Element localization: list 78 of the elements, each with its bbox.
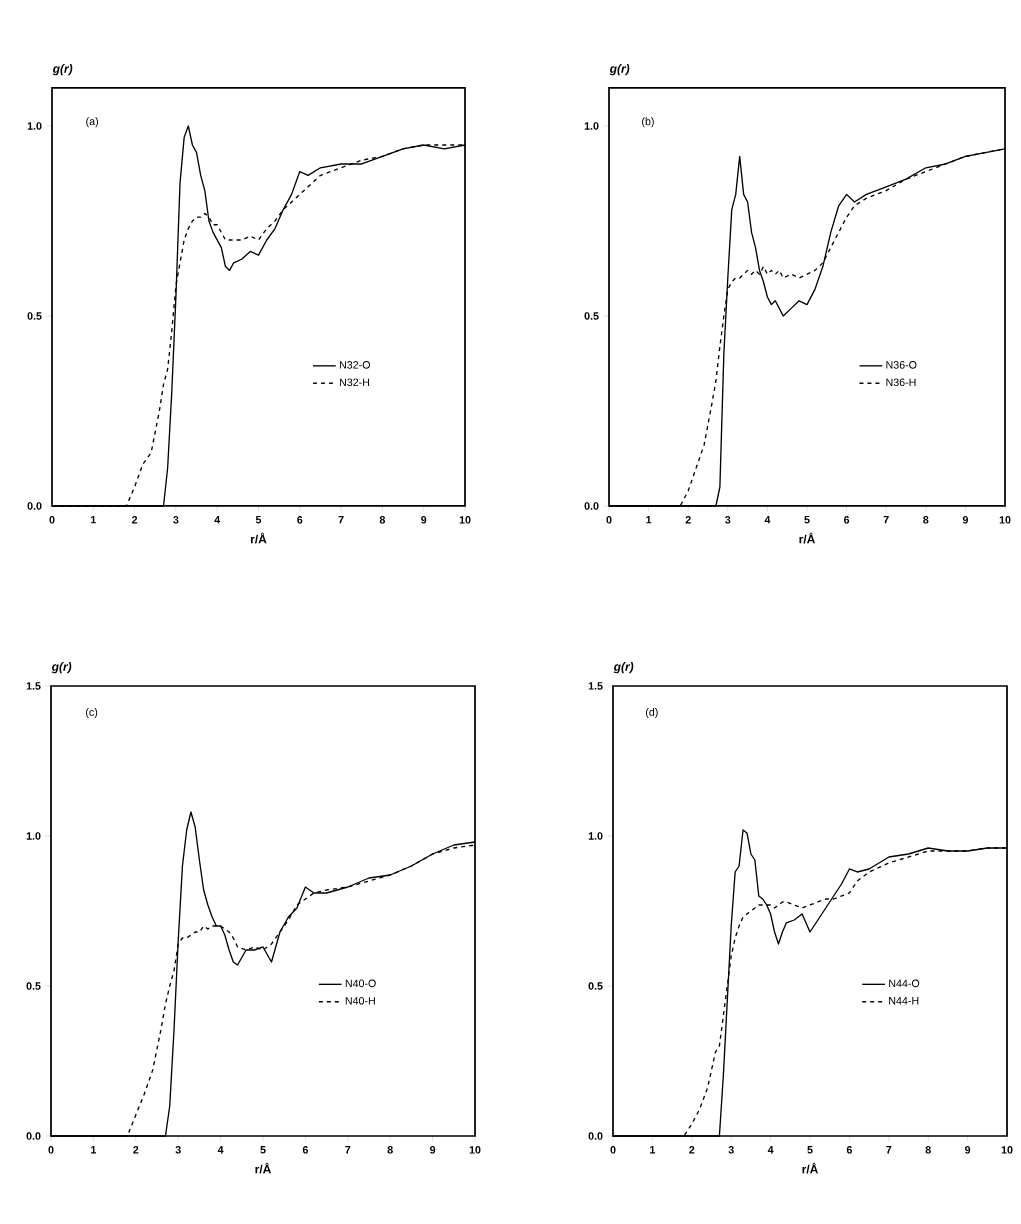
x-tick-label: 6	[297, 516, 303, 524]
x-axis-title: r/Å	[799, 532, 816, 544]
y-tick-label: 1.0	[588, 832, 603, 840]
x-tick-label: 6	[846, 1146, 852, 1154]
x-tick-label: 9	[965, 1146, 971, 1154]
x-tick-label: 5	[260, 1146, 266, 1154]
y-tick-label: 1.5	[26, 682, 41, 690]
legend-label: N44-H	[889, 997, 919, 1005]
x-axis-title: r/Å	[255, 1162, 272, 1174]
y-tick-label: 0.5	[27, 312, 42, 320]
x-tick-label: 2	[689, 1146, 695, 1154]
x-tick-label: 3	[725, 516, 731, 524]
y-tick-label: 0.5	[26, 982, 41, 990]
x-tick-label: 7	[886, 1146, 892, 1154]
y-tick-label: 0.0	[27, 502, 42, 510]
x-tick-label: 4	[214, 516, 221, 524]
y-axis-title: g(r)	[52, 64, 73, 76]
y-tick-label: 1.5	[588, 682, 603, 690]
x-tick-label: 10	[1001, 1146, 1013, 1154]
x-tick-label: 5	[804, 516, 810, 524]
x-tick-label: 6	[302, 1146, 308, 1154]
legend-label: N40-H	[345, 997, 375, 1005]
x-tick-label: 4	[217, 1146, 224, 1154]
x-tick-label: 8	[925, 1146, 931, 1154]
x-tick-label: 3	[173, 516, 179, 524]
x-tick-label: 10	[459, 516, 471, 524]
x-axis-title: r/Å	[250, 532, 267, 544]
x-axis-title: r/Å	[802, 1162, 819, 1174]
x-tick-label: 0	[48, 1146, 54, 1154]
y-axis-title: g(r)	[609, 64, 630, 76]
x-tick-label: 1	[91, 516, 96, 524]
y-tick-label: 0.0	[588, 1132, 603, 1140]
y-tick-label: 0.0	[584, 502, 599, 510]
x-tick-label: 1	[646, 516, 652, 524]
y-axis-title: g(r)	[51, 662, 72, 674]
legend-label: N36-O	[886, 361, 917, 369]
x-tick-label: 4	[764, 516, 771, 524]
legend-label: N32-H	[339, 378, 370, 387]
x-tick-label: 9	[421, 516, 427, 524]
x-tick-label: 7	[345, 1146, 351, 1154]
x-tick-label: 6	[844, 516, 850, 524]
y-tick-label: 0.0	[26, 1132, 41, 1140]
y-tick-label: 0.5	[584, 312, 599, 320]
x-tick-label: 3	[728, 1146, 734, 1154]
annotation: (c)	[86, 708, 98, 718]
legend-label: N32-O	[339, 361, 370, 369]
x-tick-label: 1	[650, 1146, 656, 1154]
x-tick-label: 8	[387, 1146, 393, 1154]
x-tick-label: 0	[606, 516, 612, 524]
x-tick-label: 2	[685, 516, 691, 524]
y-tick-label: 0.5	[588, 982, 603, 990]
x-tick-label: 2	[132, 516, 138, 524]
x-tick-label: 0	[610, 1146, 616, 1154]
x-tick-label: 9	[430, 1146, 436, 1154]
annotation: (a)	[86, 117, 98, 128]
annotation: (d)	[645, 708, 658, 718]
x-tick-label: 10	[469, 1146, 481, 1154]
x-tick-label: 8	[379, 516, 386, 524]
x-tick-label: 2	[133, 1146, 139, 1154]
x-tick-label: 9	[962, 516, 968, 524]
x-tick-label: 4	[767, 1146, 774, 1154]
y-tick-label: 1.0	[584, 122, 599, 130]
x-tick-label: 5	[807, 1146, 813, 1154]
legend-label: N40-O	[345, 979, 376, 988]
x-tick-label: 7	[338, 516, 344, 524]
x-tick-label: 8	[923, 516, 929, 524]
annotation: (b)	[642, 117, 654, 128]
x-tick-label: 0	[49, 516, 55, 524]
legend-label: N44-O	[889, 979, 920, 988]
y-tick-label: 1.0	[26, 832, 41, 840]
x-tick-label: 1	[91, 1146, 97, 1154]
x-tick-label: 5	[255, 516, 262, 524]
y-tick-label: 1.0	[27, 122, 42, 130]
legend-label: N36-H	[886, 378, 916, 387]
x-tick-label: 10	[999, 516, 1011, 524]
x-tick-label: 7	[883, 516, 889, 524]
y-axis-title: g(r)	[613, 662, 634, 674]
x-tick-label: 3	[175, 1146, 181, 1154]
